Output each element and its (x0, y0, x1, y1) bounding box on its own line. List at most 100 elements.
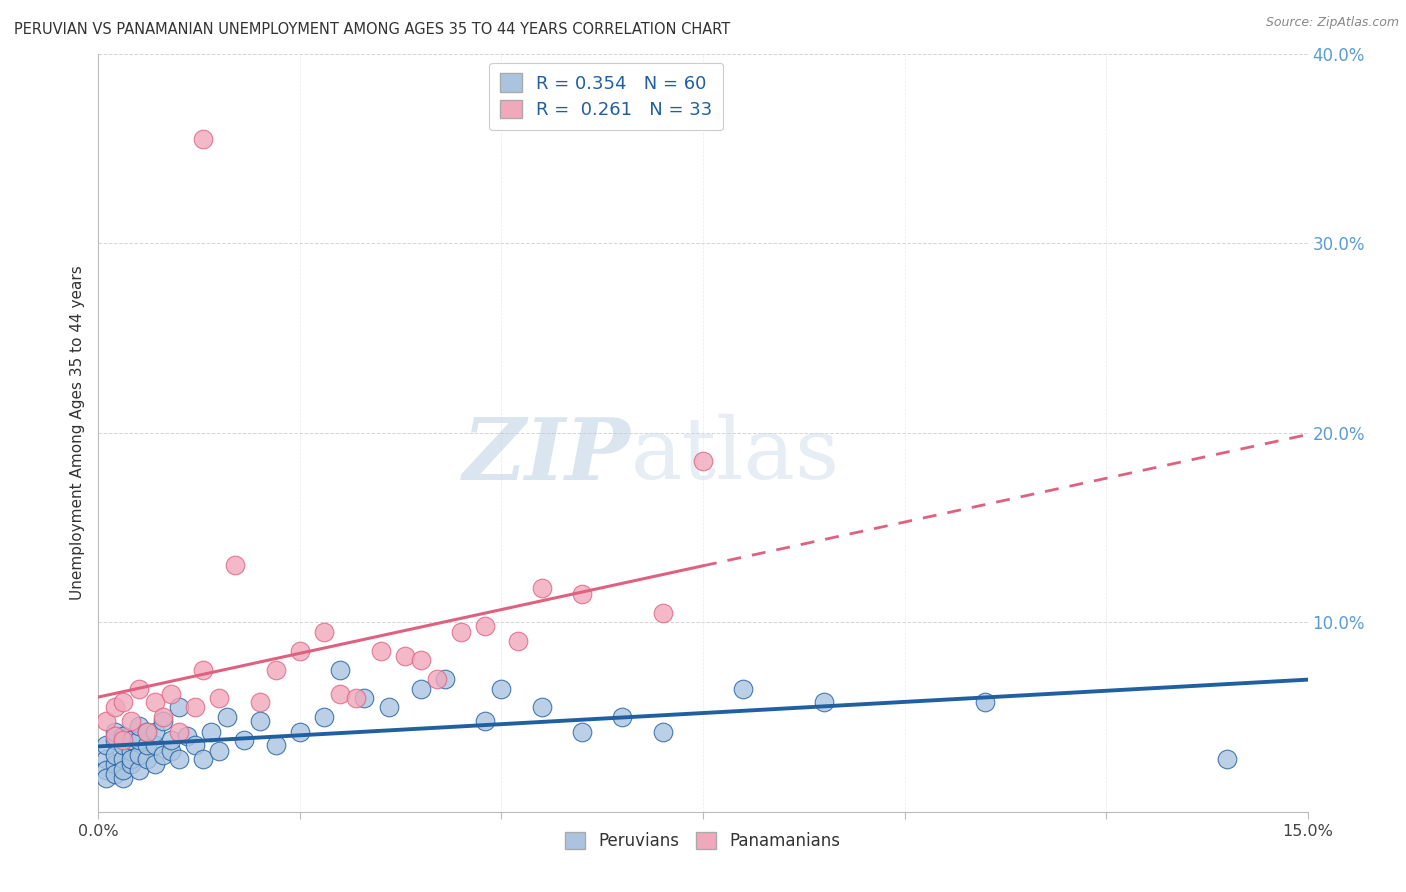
Point (103, 729, 125, 743)
Point (128, 763, 150, 777)
Point (128, 719, 150, 733)
Point (103, 725, 125, 739)
Point (208, 691, 231, 706)
Point (370, 643, 392, 657)
Text: atlas: atlas (630, 414, 839, 497)
Point (329, 687, 352, 701)
Point (135, 725, 157, 739)
Point (111, 695, 134, 709)
Point (434, 672, 457, 686)
Point (96, 739, 118, 753)
Point (1216, 751, 1239, 765)
Point (249, 714, 271, 728)
Point (232, 732, 254, 747)
Point (111, 763, 134, 777)
Point (103, 747, 125, 762)
Point (692, 454, 714, 468)
Point (224, 558, 246, 573)
Point (128, 732, 150, 747)
Point (184, 739, 207, 753)
Point (96, 771, 118, 785)
Point (128, 747, 150, 762)
Point (103, 767, 125, 781)
Point (193, 663, 215, 677)
Point (264, 739, 287, 753)
Point (167, 700, 190, 714)
Y-axis label: Unemployment Among Ages 35 to 44 years: Unemployment Among Ages 35 to 44 years (70, 265, 86, 600)
Point (426, 672, 449, 686)
Point (409, 681, 432, 696)
Point (143, 739, 166, 753)
Text: ZIP: ZIP (463, 414, 630, 497)
Point (160, 732, 183, 747)
Point (120, 732, 142, 747)
Point (135, 739, 157, 753)
Point (143, 725, 166, 739)
Point (120, 714, 142, 728)
Point (813, 695, 835, 709)
Point (103, 732, 125, 747)
Point (314, 624, 336, 639)
Point (530, 581, 553, 595)
Point (733, 681, 755, 696)
Text: PERUVIAN VS PANAMANIAN UNEMPLOYMENT AMONG AGES 35 TO 44 YEARS CORRELATION CHART: PERUVIAN VS PANAMANIAN UNEMPLOYMENT AMON… (14, 22, 730, 37)
Point (160, 744, 183, 758)
Point (184, 700, 207, 714)
Point (152, 714, 174, 728)
Point (143, 695, 166, 709)
Point (288, 725, 311, 739)
Point (96, 763, 118, 777)
Point (530, 700, 553, 714)
Legend: Peruvians, Panamanians: Peruvians, Panamanians (558, 825, 848, 856)
Point (200, 725, 222, 739)
Point (135, 751, 157, 765)
Point (152, 747, 174, 762)
Point (217, 710, 239, 724)
Point (135, 725, 157, 739)
Point (264, 663, 287, 677)
Point (120, 757, 142, 772)
Point (974, 695, 997, 709)
Point (111, 751, 134, 765)
Point (491, 681, 513, 696)
Point (353, 691, 375, 706)
Point (176, 729, 198, 743)
Point (474, 714, 496, 728)
Point (167, 751, 190, 765)
Point (394, 649, 416, 664)
Point (474, 619, 496, 633)
Point (160, 687, 183, 701)
Point (193, 132, 215, 146)
Point (128, 681, 150, 696)
Point (111, 771, 134, 785)
Point (143, 757, 166, 772)
Point (96, 751, 118, 765)
Point (450, 624, 472, 639)
Point (193, 751, 215, 765)
Point (377, 700, 399, 714)
Point (120, 744, 142, 758)
Point (120, 751, 142, 765)
Point (288, 643, 311, 657)
Point (111, 739, 134, 753)
Point (314, 710, 336, 724)
Point (571, 725, 593, 739)
Point (167, 725, 190, 739)
Point (409, 653, 432, 667)
Point (344, 691, 367, 706)
Point (571, 587, 593, 601)
Point (329, 663, 352, 677)
Point (506, 634, 529, 648)
Point (651, 725, 673, 739)
Point (651, 606, 673, 620)
Point (111, 732, 134, 747)
Point (111, 729, 134, 743)
Point (612, 710, 634, 724)
Text: Source: ZipAtlas.com: Source: ZipAtlas.com (1265, 16, 1399, 29)
Point (96, 714, 118, 728)
Point (208, 744, 231, 758)
Point (152, 710, 174, 724)
Point (103, 757, 125, 772)
Point (103, 700, 125, 714)
Point (249, 695, 271, 709)
